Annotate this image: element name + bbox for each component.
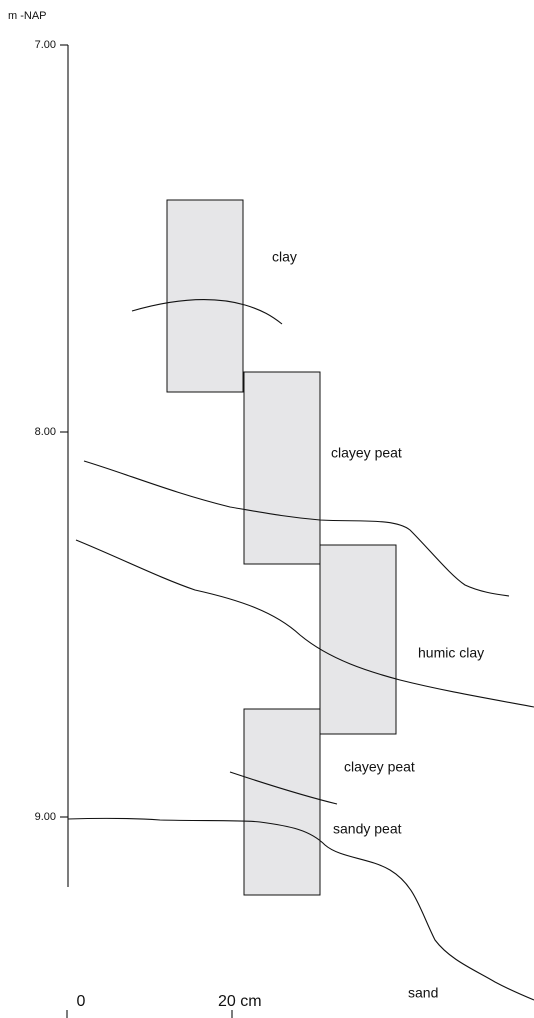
tick-label: 7.00: [35, 39, 56, 51]
layer-label: sand: [408, 985, 438, 1001]
sample-box: [244, 372, 320, 564]
layer-label: clay: [272, 249, 297, 265]
x-tick-label: 20 cm: [218, 993, 262, 1010]
tick-label: 8.00: [35, 426, 56, 438]
boundary: [76, 540, 534, 707]
x-tick-label: 0: [77, 993, 86, 1010]
sample-box: [244, 709, 320, 895]
layer-label: humic clay: [418, 645, 484, 661]
diagram: m -NAP 7.00 8.00 9.00 clay clayey peat h…: [0, 0, 534, 1018]
tick-label: 9.00: [35, 811, 56, 823]
layer-label: clayey peat: [344, 759, 415, 775]
sample-box: [167, 200, 243, 392]
layer-label: sandy peat: [333, 821, 402, 837]
layer-label: clayey peat: [331, 445, 402, 461]
axis-label: m -NAP: [8, 10, 47, 22]
sample-box: [320, 545, 396, 734]
